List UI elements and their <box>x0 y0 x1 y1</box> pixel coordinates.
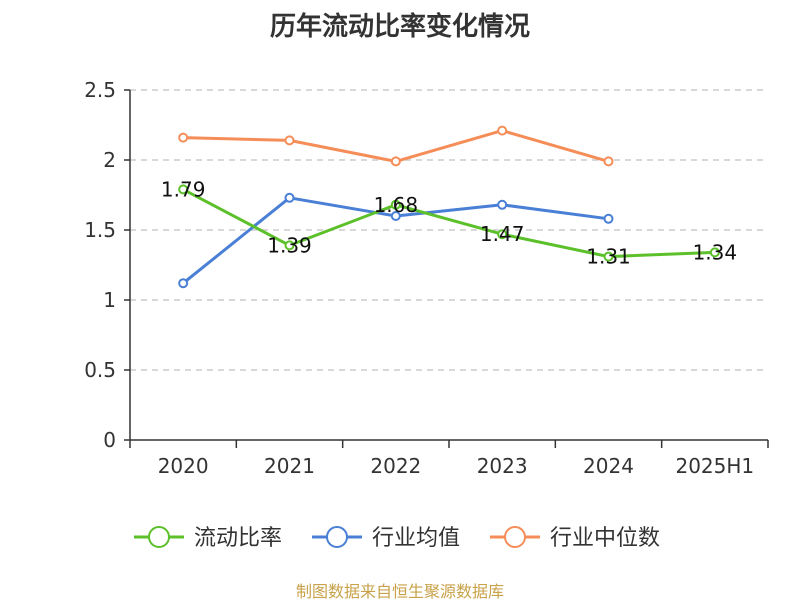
axes: 0 0.5 1 1.5 2 2.5 2020 2021 2022 2023 2024 2025H1 <box>84 78 769 478</box>
x-tick-label: 2020 <box>158 454 209 478</box>
data-point <box>284 192 295 203</box>
legend-marker-icon <box>148 526 170 548</box>
data-label: 1.34 <box>693 240 738 264</box>
data-point <box>284 240 295 251</box>
y-tick-label: 0.5 <box>84 358 116 382</box>
data-label: 1.47 <box>480 222 525 246</box>
series-lines <box>178 125 720 289</box>
legend-item[interactable]: 行业均值 <box>312 526 460 551</box>
data-label: 1.39 <box>267 233 312 257</box>
data-label: 1.79 <box>161 177 206 201</box>
y-tick-label: 1 <box>103 288 116 312</box>
legend-item[interactable]: 行业中位数 <box>490 526 660 551</box>
y-tick-label: 1.5 <box>84 218 116 242</box>
data-label: 1.31 <box>586 245 631 269</box>
legend-label: 行业中位数 <box>550 526 660 551</box>
data-point <box>178 132 189 143</box>
data-point <box>497 199 508 210</box>
series-line <box>182 188 715 259</box>
y-tick-label: 0 <box>103 428 116 452</box>
chart-title: 历年流动比率变化情况 <box>269 12 530 42</box>
x-tick-label: 2024 <box>583 454 634 478</box>
data-point <box>603 156 614 167</box>
legend[interactable]: 流动比率 行业均值 行业中位数 <box>134 526 660 551</box>
data-point <box>178 184 189 195</box>
data-point <box>390 156 401 167</box>
x-tick-label: 2021 <box>264 454 315 478</box>
data-point <box>603 213 614 224</box>
data-point <box>390 199 401 210</box>
legend-marker-icon <box>326 526 348 548</box>
legend-label: 行业均值 <box>372 526 460 551</box>
y-tick-label: 2 <box>103 148 116 172</box>
x-tick-label: 2023 <box>477 454 528 478</box>
data-point <box>178 278 189 289</box>
source-note: 制图数据来自恒生聚源数据库 <box>295 582 504 601</box>
y-tick-label: 2.5 <box>84 78 116 102</box>
data-point <box>497 125 508 136</box>
legend-label: 流动比率 <box>194 526 282 551</box>
x-tick-label: 2022 <box>370 454 421 478</box>
x-tick-label: 2025H1 <box>675 454 754 478</box>
data-label: 1.68 <box>374 193 419 217</box>
legend-item[interactable]: 流动比率 <box>134 526 282 551</box>
data-labels: 1.79 1.39 1.68 1.47 1.31 1.34 <box>161 177 737 268</box>
data-point <box>497 229 508 240</box>
data-point <box>390 211 401 221</box>
data-point <box>709 247 720 258</box>
data-point <box>284 135 295 146</box>
data-point <box>603 251 614 262</box>
legend-marker-icon <box>504 526 526 548</box>
grid-lines <box>130 89 768 371</box>
